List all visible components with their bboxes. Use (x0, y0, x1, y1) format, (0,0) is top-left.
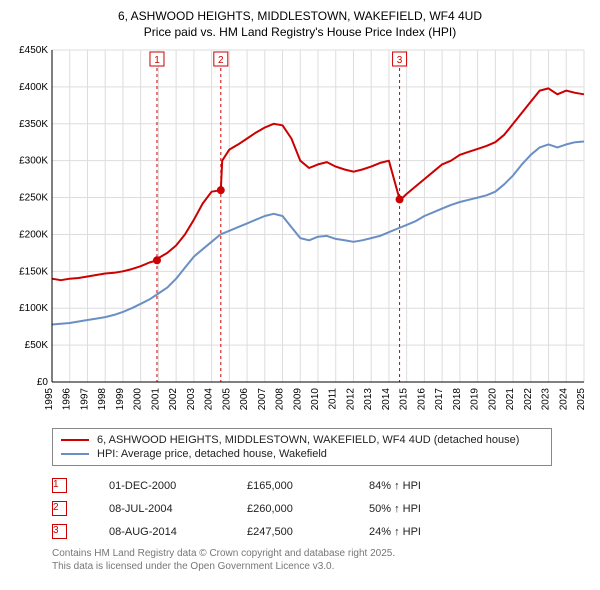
marker-hpi-3: 24% ↑ HPI (369, 526, 459, 538)
svg-text:2015: 2015 (399, 388, 410, 411)
svg-text:£50K: £50K (25, 340, 49, 351)
svg-text:£400K: £400K (19, 82, 48, 93)
chart-svg: £0 £50K £100K £150K £200K £250K £300K £350K £400… (10, 44, 590, 422)
svg-text:2023: 2023 (541, 388, 552, 411)
legend-item-hpi: HPI: Average price, detached house, Wake… (61, 447, 543, 461)
marker-row-3: 3 08-AUG-2014 £247,500 24% ↑ HPI (52, 520, 590, 543)
marker-badge-3: 3 (52, 524, 67, 539)
title-line-1: 6, ASHWOOD HEIGHTS, MIDDLESTOWN, WAKEFIE… (10, 8, 590, 24)
legend-swatch-property (61, 439, 89, 441)
svg-text:2002: 2002 (168, 388, 179, 411)
svg-text:2020: 2020 (487, 388, 498, 411)
svg-text:2004: 2004 (204, 388, 215, 411)
svg-text:1998: 1998 (97, 388, 108, 411)
svg-text:2000: 2000 (133, 388, 144, 411)
svg-text:£100K: £100K (19, 304, 48, 315)
footer: Contains HM Land Registry data © Crown c… (52, 547, 590, 573)
marker-date-2: 08-JUL-2004 (109, 503, 205, 515)
svg-text:2008: 2008 (275, 388, 286, 411)
svg-text:£0: £0 (37, 377, 49, 388)
chart-title: 6, ASHWOOD HEIGHTS, MIDDLESTOWN, WAKEFIE… (10, 8, 590, 40)
svg-text:£200K: £200K (19, 230, 48, 241)
svg-text:£350K: £350K (19, 119, 48, 130)
svg-text:£300K: £300K (19, 156, 48, 167)
svg-text:1999: 1999 (115, 388, 126, 411)
legend-swatch-hpi (61, 453, 89, 455)
svg-text:2012: 2012 (345, 388, 356, 411)
marker-table: 1 01-DEC-2000 £165,000 84% ↑ HPI 2 08-JU… (52, 474, 590, 543)
legend-item-property: 6, ASHWOOD HEIGHTS, MIDDLESTOWN, WAKEFIE… (61, 433, 543, 447)
legend-label-property: 6, ASHWOOD HEIGHTS, MIDDLESTOWN, WAKEFIE… (97, 434, 519, 446)
marker-date-3: 08-AUG-2014 (109, 526, 205, 538)
svg-text:2006: 2006 (239, 388, 250, 411)
svg-text:1996: 1996 (62, 388, 73, 411)
svg-text:2014: 2014 (381, 388, 392, 411)
svg-text:2017: 2017 (434, 388, 445, 411)
marker-hpi-2: 50% ↑ HPI (369, 503, 459, 515)
svg-text:2: 2 (218, 55, 224, 66)
svg-text:3: 3 (397, 55, 403, 66)
marker-row-1: 1 01-DEC-2000 £165,000 84% ↑ HPI (52, 474, 590, 497)
svg-text:1995: 1995 (44, 388, 55, 411)
svg-text:2022: 2022 (523, 388, 534, 411)
svg-text:2025: 2025 (576, 388, 587, 411)
marker-price-1: £165,000 (247, 480, 327, 492)
footer-line-1: Contains HM Land Registry data © Crown c… (52, 547, 590, 560)
marker-badge-2: 2 (52, 501, 67, 516)
svg-text:2019: 2019 (470, 388, 481, 411)
svg-text:2003: 2003 (186, 388, 197, 411)
marker-row-2: 2 08-JUL-2004 £260,000 50% ↑ HPI (52, 497, 590, 520)
legend: 6, ASHWOOD HEIGHTS, MIDDLESTOWN, WAKEFIE… (52, 428, 552, 466)
footer-line-2: This data is licensed under the Open Gov… (52, 560, 590, 573)
svg-text:2013: 2013 (363, 388, 374, 411)
svg-text:£150K: £150K (19, 267, 48, 278)
marker-hpi-1: 84% ↑ HPI (369, 480, 459, 492)
svg-text:2018: 2018 (452, 388, 463, 411)
svg-text:2016: 2016 (416, 388, 427, 411)
svg-text:2005: 2005 (221, 388, 232, 411)
marker-date-1: 01-DEC-2000 (109, 480, 205, 492)
svg-text:£450K: £450K (19, 45, 48, 56)
svg-text:2021: 2021 (505, 388, 516, 411)
svg-text:1: 1 (154, 55, 160, 66)
legend-label-hpi: HPI: Average price, detached house, Wake… (97, 448, 327, 460)
chart-plot: £0 £50K £100K £150K £200K £250K £300K £350K £400… (10, 44, 590, 422)
marker-price-2: £260,000 (247, 503, 327, 515)
svg-text:£250K: £250K (19, 193, 48, 204)
svg-text:2007: 2007 (257, 388, 268, 411)
svg-text:2001: 2001 (150, 388, 161, 411)
title-line-2: Price paid vs. HM Land Registry's House … (10, 24, 590, 40)
chart-container: 6, ASHWOOD HEIGHTS, MIDDLESTOWN, WAKEFIE… (0, 0, 600, 579)
svg-text:2011: 2011 (328, 388, 339, 410)
svg-text:2009: 2009 (292, 388, 303, 411)
svg-text:2010: 2010 (310, 388, 321, 411)
svg-text:2024: 2024 (558, 388, 569, 411)
svg-text:1997: 1997 (79, 388, 90, 411)
marker-badge-1: 1 (52, 478, 67, 493)
marker-price-3: £247,500 (247, 526, 327, 538)
